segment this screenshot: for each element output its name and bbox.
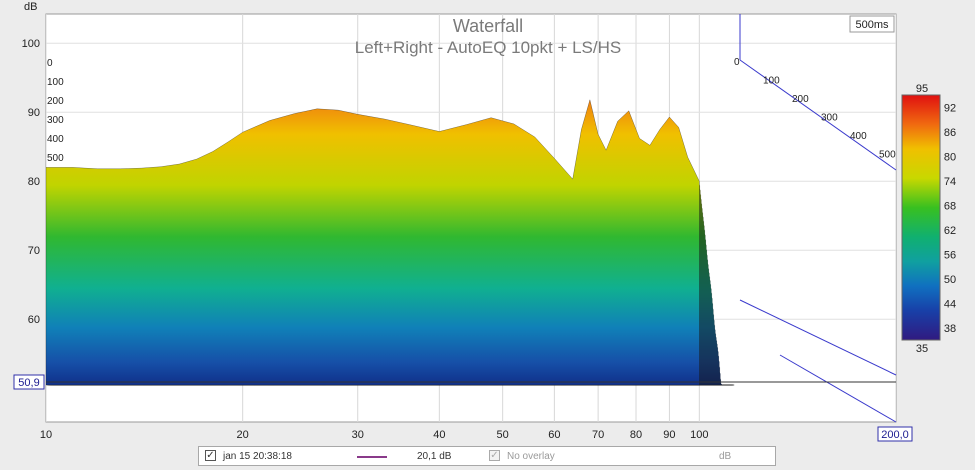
time-tick-label-left: 0: [47, 58, 53, 69]
colorbar-tick-label: 50: [944, 274, 956, 286]
y-tick-label: 90: [28, 107, 40, 119]
time-tick-label-right: 0: [734, 57, 740, 68]
time-tick-label-right: 500: [879, 150, 896, 161]
y-cursor-value: 50,9: [18, 377, 39, 389]
chart-subtitle: Left+Right - AutoEQ 10pkt + LS/HS: [355, 38, 622, 57]
depth-line-upper: [739, 59, 897, 171]
time-range-box[interactable]: [849, 15, 895, 33]
time-tick-label-left: 300: [47, 115, 64, 126]
x-tick-label: 30: [352, 429, 364, 441]
x-tick-label: 100: [690, 429, 708, 441]
x-tick-label: 90: [663, 429, 675, 441]
trace-checkbox[interactable]: ✓: [205, 450, 216, 461]
colorbar-tick-label: 86: [944, 127, 956, 139]
x-tick-label: 60: [548, 429, 560, 441]
overlay-unit: dB: [719, 451, 732, 462]
time-axis: 0 100 200 300 400 500 0 100 200 300 400 500: [47, 57, 896, 164]
colorbar-max-label: 95: [916, 83, 928, 95]
depth-line-base: [739, 299, 897, 376]
y-cursor-box[interactable]: [13, 374, 45, 390]
colorbar-tick-label: 62: [944, 225, 956, 237]
y-tick-label: 70: [28, 245, 40, 257]
colorbar-tick-label: 74: [944, 176, 956, 188]
legend-bar: ✓ jan 15 20:38:18 20,1 dB ✓ No overlay d…: [198, 446, 776, 466]
x-cursor-box[interactable]: [877, 426, 913, 442]
time-tick-label-left: 100: [47, 77, 64, 88]
time-tick-label-right: 300: [821, 113, 838, 124]
colorbar-tick-label: 38: [944, 323, 956, 335]
x-tick-label: 50: [497, 429, 509, 441]
trace-timestamp: jan 15 20:38:18: [223, 451, 292, 462]
time-tick-label-left: 400: [47, 134, 64, 145]
colorbar-tick-label: 92: [944, 102, 956, 114]
overlay-label: No overlay: [507, 451, 555, 462]
x-tick-label: 70: [592, 429, 604, 441]
y-tick-label: 100: [22, 38, 40, 50]
colorbar-min-label: 35: [916, 343, 928, 355]
chart-title: Waterfall: [453, 16, 523, 36]
trace-color-swatch: [357, 456, 387, 458]
colorbar-tick-label: 80: [944, 151, 956, 163]
time-tick-label-right: 200: [792, 94, 809, 105]
colorbar: 95 92 86 80 74 68 62 56 50 44 38 35: [901, 83, 956, 355]
y-axis: 100 90 80 70 60: [22, 38, 40, 326]
x-cursor-value: 200,0: [881, 429, 909, 441]
overlay-checkbox[interactable]: ✓: [489, 450, 500, 461]
colorbar-tick-label: 44: [944, 298, 956, 310]
x-tick-label: 80: [630, 429, 642, 441]
trace-value: 20,1 dB: [417, 451, 452, 462]
depth-line-lower: [779, 354, 897, 423]
colorbar-tick-label: 68: [944, 200, 956, 212]
x-tick-label: 40: [433, 429, 445, 441]
time-tick-label-right: 400: [850, 131, 867, 142]
time-tick-label-left: 200: [47, 96, 64, 107]
time-range-label: 500ms: [855, 19, 889, 31]
depth-guides: [739, 14, 897, 423]
y-tick-label: 80: [28, 176, 40, 188]
x-tick-label: 10: [40, 429, 52, 441]
x-axis: 10 20 30 40 50 60 70 80 90 100: [40, 429, 709, 441]
time-tick-label-left: 500: [47, 153, 64, 164]
x-tick-label: 20: [237, 429, 249, 441]
y-tick-label: 60: [28, 314, 40, 326]
waterfall-slices: [46, 98, 735, 386]
colorbar-gradient: [901, 94, 941, 341]
time-tick-label-right: 100: [763, 76, 780, 87]
waterfall-slice: [46, 98, 700, 386]
y-unit-label: dB: [24, 1, 37, 13]
colorbar-tick-label: 56: [944, 249, 956, 261]
